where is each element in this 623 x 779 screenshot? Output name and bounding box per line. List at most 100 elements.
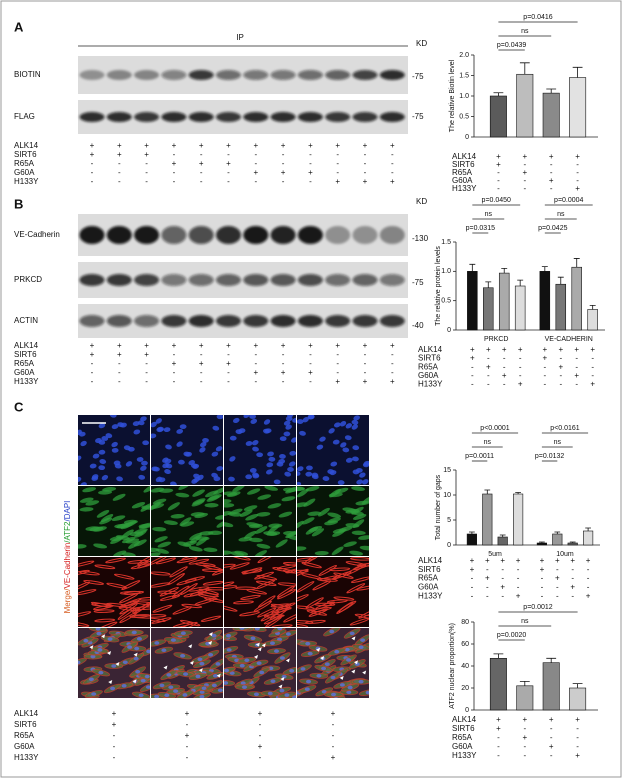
condition-sign: - (576, 160, 579, 169)
condition-sign: - (282, 177, 285, 186)
condition-sign: - (391, 368, 394, 377)
band (134, 274, 160, 286)
nucleus (166, 673, 172, 677)
nucleus (197, 657, 203, 662)
condition-sign: + (199, 159, 204, 168)
bar (489, 657, 507, 711)
condition-sign: + (516, 591, 521, 600)
junction (256, 575, 278, 581)
nucleus (158, 477, 166, 483)
error-bar (572, 66, 583, 78)
nucleus (99, 459, 107, 464)
blot-label: VE-Cadherin (14, 230, 60, 239)
micrograph (224, 415, 296, 485)
significance-label: p=0.0439 (497, 42, 526, 49)
condition-sign: - (517, 574, 520, 583)
condition-sign: - (118, 168, 121, 177)
atf2 (208, 530, 223, 536)
atf2 (232, 486, 245, 493)
nucleus (307, 415, 315, 420)
condition-sign: - (523, 724, 526, 733)
nucleus (95, 628, 101, 631)
condition-sign: - (571, 591, 574, 600)
condition-sign: + (496, 152, 501, 161)
condition-sign: - (91, 159, 94, 168)
arrowhead (189, 660, 194, 665)
nucleus (224, 668, 230, 673)
junction (200, 615, 222, 622)
band (325, 315, 351, 327)
atf2 (151, 487, 165, 493)
nucleus (80, 482, 87, 485)
condition-sign: - (145, 377, 148, 386)
condition-sign: - (254, 177, 257, 186)
arrowhead (255, 642, 260, 647)
atf2 (192, 489, 205, 497)
nucleus (136, 457, 144, 462)
junction (297, 620, 314, 624)
condition-sign: - (497, 168, 500, 177)
atf2 (111, 515, 126, 522)
nucleus (217, 688, 223, 693)
junction (194, 562, 216, 567)
condition-sign: + (540, 565, 545, 574)
condition-sign: - (543, 362, 546, 371)
atf2 (195, 536, 210, 541)
condition-sign: - (487, 380, 490, 389)
condition-sign: + (112, 709, 117, 718)
nucleus (356, 479, 363, 485)
band (134, 226, 160, 244)
significance-label: ns (484, 439, 492, 446)
arrowhead (101, 634, 106, 639)
atf2 (301, 517, 315, 525)
nucleus (299, 430, 306, 436)
nucleus (215, 662, 221, 666)
condition-sign: - (591, 354, 594, 363)
band (243, 112, 269, 122)
y-tick-label: 0.5 (441, 298, 451, 305)
condition-sign: - (309, 159, 312, 168)
condition-sign: - (91, 177, 94, 186)
junction (119, 611, 138, 624)
condition-sign: - (550, 724, 553, 733)
band (134, 112, 160, 122)
atf2 (131, 502, 146, 509)
nucleus (331, 692, 337, 697)
blot-label: FLAG (14, 112, 35, 121)
nucleus (284, 693, 290, 697)
nucleus (185, 451, 192, 457)
nucleus (98, 670, 104, 675)
junction (265, 615, 283, 627)
nucleus (339, 683, 345, 687)
junction (78, 621, 90, 627)
condition-sign: - (227, 350, 230, 359)
condition-sign: + (502, 371, 507, 380)
condition-sign: - (391, 168, 394, 177)
atf2 (121, 529, 134, 538)
condition-sign: - (575, 362, 578, 371)
condition-sign: + (500, 583, 505, 592)
junction (255, 580, 277, 586)
condition-name: ALK14 (452, 152, 477, 161)
condition-sign: - (503, 354, 506, 363)
nucleus (199, 447, 206, 453)
atf2 (248, 523, 263, 529)
atf2 (303, 498, 316, 507)
nucleus (127, 446, 135, 452)
junction (176, 557, 198, 564)
condition-sign: + (112, 720, 117, 729)
band (270, 274, 296, 286)
condition-sign: + (90, 150, 95, 159)
error-bar (469, 263, 476, 272)
nucleus (252, 446, 259, 452)
condition-sign: - (576, 168, 579, 177)
nucleus (164, 693, 170, 697)
condition-sign: - (113, 753, 116, 762)
junction (257, 607, 277, 618)
junction (159, 586, 179, 597)
condition-sign: - (91, 377, 94, 386)
kd-marker: -40 (412, 321, 424, 330)
nucleus (283, 420, 291, 426)
condition-sign: - (254, 350, 257, 359)
condition-name: H133Y (452, 751, 477, 760)
